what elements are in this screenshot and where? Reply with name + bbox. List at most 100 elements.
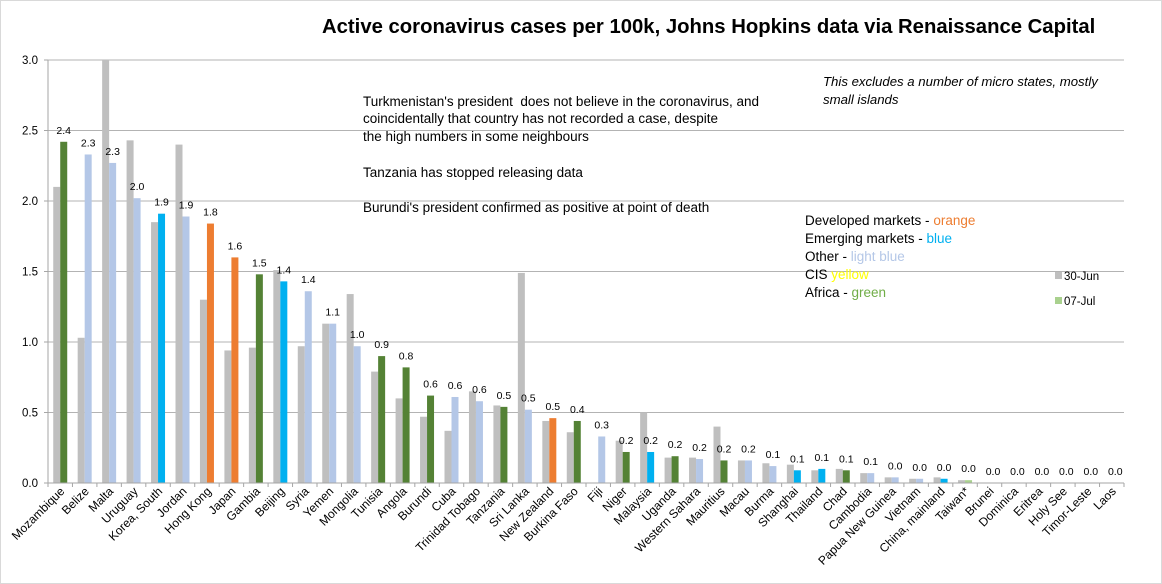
comment-burundi: Burundi's president confirmed as positiv…	[363, 200, 709, 215]
color-key-emerging-prefix: Emerging markets -	[805, 231, 927, 246]
data-label-cuba: 0.6	[448, 380, 463, 392]
bar-07-jul-malaysia	[647, 451, 655, 483]
bar-07-jul-sri-lanka	[524, 409, 532, 483]
y-tick-label: 2.0	[22, 196, 38, 208]
bar-30-jun-malaysia	[640, 412, 648, 483]
color-key-developed-word: orange	[933, 213, 975, 228]
bar-07-jul-tanzania	[500, 406, 508, 483]
bar-07-jul-cambodia	[867, 473, 875, 483]
y-tick-label: 0.5	[22, 408, 38, 420]
data-label-laos: 0.0	[1108, 466, 1123, 478]
comment-tanzania: Tanzania has stopped releasing data	[363, 165, 583, 180]
bar-30-jun-trinidad-tobago	[468, 391, 476, 483]
bar-07-jul-uruguay	[133, 198, 141, 483]
data-label-chad: 0.1	[839, 453, 854, 465]
color-key-africa-prefix: Africa -	[805, 285, 852, 300]
bar-30-jun-western-sahara	[689, 457, 697, 483]
color-key-developed-prefix: Developed markets -	[805, 213, 933, 228]
bar-07-jul-macau	[744, 460, 752, 483]
bar-07-jul-syria	[304, 291, 312, 483]
bar-30-jun-macau	[737, 460, 745, 483]
data-labels: 2.4 2.3 2.3 2.0 1.9 1.9 1.8 1.6 1.5 1.4 1.4 1.1 1.0 0…	[56, 125, 1122, 478]
legend-swatch-07-jul	[1055, 297, 1062, 304]
data-label-macau: 0.2	[741, 443, 756, 455]
bar-30-jun-syria	[297, 346, 305, 483]
bar-30-jun-japan	[224, 350, 232, 483]
data-label-burundi: 0.6	[423, 379, 438, 391]
bar-30-jun-malta	[102, 60, 110, 483]
data-label-beijing: 1.4	[277, 264, 292, 276]
y-axis: 0.0 0.5 1.0 1.5 2.0 2.5 3.0	[22, 55, 49, 490]
bar-30-jun-tanzania	[493, 405, 501, 483]
bar-30-jun-tunisia	[371, 371, 379, 483]
bar-30-jun-gambia	[248, 347, 256, 483]
bar-30-jun-niger	[615, 440, 623, 483]
bar-07-jul-yemen	[329, 323, 337, 483]
legend-label-07-jul: 07-Jul	[1064, 296, 1095, 308]
bar-07-jul-uganda	[671, 456, 679, 483]
bar-07-jul-fiji	[598, 436, 606, 483]
note-line-1: This excludes a number of micro states, …	[823, 74, 1099, 89]
color-key-developed: Developed markets - orange	[805, 213, 975, 228]
bar-07-jul-niger	[622, 451, 630, 483]
bar-30-jun-mozambique	[53, 186, 61, 483]
data-label-jordan: 1.9	[179, 200, 194, 212]
color-key-cis-prefix: CIS	[805, 267, 831, 282]
color-key-africa-word: green	[852, 285, 887, 300]
data-label-taiwan: 0.0	[961, 463, 976, 475]
bar-30-jun-uruguay	[126, 140, 134, 483]
bar-07-jul-vietnam	[916, 478, 924, 483]
bar-30-jun-angola	[395, 398, 403, 483]
bar-07-jul-chad	[842, 470, 850, 483]
y-tick-label: 1.5	[22, 267, 38, 279]
bar-07-jul-beijing	[280, 281, 288, 483]
bar-07-jul-thailand	[818, 468, 826, 483]
bar-07-jul-hong-kong	[206, 223, 214, 483]
bar-30-jun-china-mainland	[933, 477, 941, 483]
bar-30-jun-burma	[762, 463, 770, 483]
data-label-niger: 0.2	[619, 435, 634, 447]
bar-07-jul-belize	[84, 154, 92, 483]
data-label-mongolia: 1.0	[350, 329, 365, 341]
bar-30-jun-vietnam	[909, 478, 917, 483]
y-tick-label: 3.0	[22, 55, 38, 67]
bar-07-jul-malta	[109, 162, 117, 483]
bar-30-jun-jordan	[175, 144, 183, 483]
data-label-holy-see: 0.0	[1059, 466, 1074, 478]
bar-30-jun-uganda	[664, 457, 672, 483]
data-label-hong-kong: 1.8	[203, 207, 218, 219]
data-label-malta: 2.3	[105, 146, 120, 158]
comment-turkmenistan-3: the high numbers in some neighbours	[363, 129, 589, 144]
bar-07-jul-jordan	[182, 216, 190, 483]
data-label-sri-lanka: 0.5	[521, 393, 536, 405]
bar-30-jun-burkina-faso	[566, 432, 574, 483]
data-label-malaysia: 0.2	[643, 435, 658, 447]
data-label-shanghai: 0.1	[790, 453, 805, 465]
data-label-eritrea: 0.0	[1035, 466, 1050, 478]
bar-07-jul-cuba	[451, 396, 459, 483]
bar-30-jun-papua-new-guinea	[884, 477, 892, 483]
bar-07-jul-burundi	[427, 395, 435, 483]
bar-07-jul-papua-new-guinea	[891, 477, 899, 483]
data-label-cambodia: 0.1	[863, 456, 878, 468]
bars	[53, 60, 973, 483]
data-label-fiji: 0.3	[594, 419, 609, 431]
data-label-vietnam: 0.0	[912, 462, 927, 474]
data-label-japan: 1.6	[228, 240, 243, 252]
bar-30-jun-new-zealand	[542, 420, 550, 483]
bar-07-jul-trinidad-tobago	[475, 401, 483, 483]
comment-turkmenistan-1: Turkmenistan's president does not believ…	[363, 94, 759, 109]
data-label-korea-south: 1.9	[154, 197, 169, 209]
bar-30-jun-korea-south	[151, 222, 159, 483]
data-label-thailand: 0.1	[815, 452, 830, 464]
data-label-mauritius: 0.2	[717, 443, 732, 455]
bar-30-jun-chad	[835, 468, 843, 483]
bar-07-jul-mauritius	[720, 460, 728, 483]
bar-30-jun-shanghai	[786, 464, 794, 483]
color-key-cis: CIS yellow	[805, 267, 869, 282]
bar-07-jul-taiwan	[965, 480, 973, 483]
comments-block: Turkmenistan's president does not believ…	[363, 94, 759, 215]
legend-swatch-30-jun	[1055, 272, 1062, 279]
